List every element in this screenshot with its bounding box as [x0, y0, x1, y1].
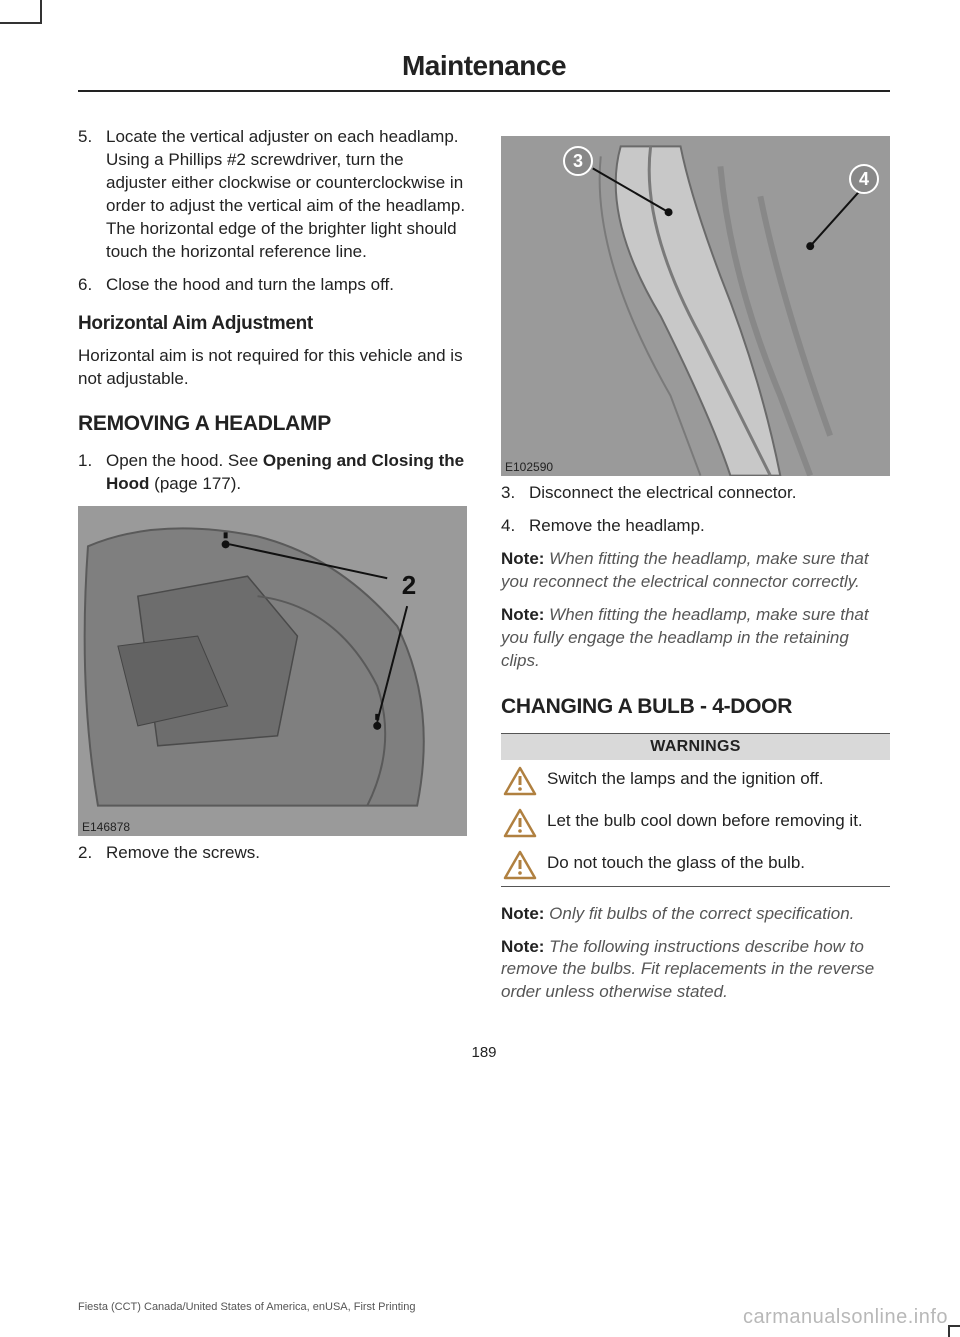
footer-right: carmanualsonline.info	[743, 1306, 948, 1329]
note-1: Note: When fitting the headlamp, make su…	[501, 548, 890, 594]
steps-a: 5. Locate the vertical adjuster on each …	[78, 126, 467, 297]
step-num: 6.	[78, 274, 106, 297]
step-3: 3. Disconnect the electrical connector.	[501, 482, 890, 505]
steps-remove-2: 2. Remove the screws.	[78, 842, 467, 865]
note-3: Note: Only fit bulbs of the correct spec…	[501, 903, 890, 926]
step-num: 5.	[78, 126, 106, 264]
heading-removing: REMOVING A HEADLAMP	[78, 412, 467, 436]
warning-text: Let the bulb cool down before removing i…	[547, 808, 863, 832]
step-text: Remove the screws.	[106, 842, 260, 865]
left-column: 5. Locate the vertical adjuster on each …	[78, 126, 467, 1014]
warnings-box: WARNINGS Switch the lamps and the igniti…	[501, 733, 890, 887]
columns: 5. Locate the vertical adjuster on each …	[78, 126, 890, 1014]
warning-row: Do not touch the glass of the bulb.	[501, 844, 890, 886]
step-text: Remove the headlamp.	[529, 515, 705, 538]
warning-icon	[503, 766, 537, 796]
note-text: When fitting the headlamp, make sure tha…	[501, 549, 869, 591]
callout-4: 4	[849, 164, 879, 194]
para-horizontal: Horizontal aim is not required for this …	[78, 345, 467, 391]
steps-remove: 1. Open the hood. See Opening and Closin…	[78, 450, 467, 496]
step-text: Open the hood. See Opening and Closing t…	[106, 450, 467, 496]
step-4: 4. Remove the headlamp.	[501, 515, 890, 538]
note-label: Note:	[501, 605, 544, 624]
step-5: 5. Locate the vertical adjuster on each …	[78, 126, 467, 264]
warning-row: Let the bulb cool down before removing i…	[501, 802, 890, 844]
text-post: (page 177).	[149, 474, 241, 493]
step-num: 2.	[78, 842, 106, 865]
warning-icon	[503, 808, 537, 838]
crop-mark-br	[948, 1325, 960, 1337]
warning-text: Do not touch the glass of the bulb.	[547, 850, 805, 874]
step-2: 2. Remove the screws.	[78, 842, 467, 865]
figure-2: 3 4 E102590	[501, 136, 890, 476]
page: Maintenance 5. Locate the vertical adjus…	[0, 0, 960, 1101]
crop-mark-tl	[0, 0, 42, 24]
figure-1-code: E146878	[82, 820, 130, 834]
step-6: 6. Close the hood and turn the lamps off…	[78, 274, 467, 297]
step-text: Locate the vertical adjuster on each hea…	[106, 126, 467, 264]
note-text: Only fit bulbs of the correct specificat…	[544, 904, 854, 923]
warning-text: Switch the lamps and the ignition off.	[547, 766, 824, 790]
step-text: Disconnect the electrical connector.	[529, 482, 796, 505]
step-text: Close the hood and turn the lamps off.	[106, 274, 394, 297]
note-text: The following instructions describe how …	[501, 937, 874, 1002]
warning-row: Switch the lamps and the ignition off.	[501, 760, 890, 802]
step-num: 4.	[501, 515, 529, 538]
note-label: Note:	[501, 904, 544, 923]
page-number: 189	[78, 1044, 890, 1061]
figure-2-svg	[501, 136, 890, 476]
figure-1-svg	[78, 506, 467, 836]
heading-horizontal: Horizontal Aim Adjustment	[78, 313, 467, 335]
figure-2-code: E102590	[505, 460, 553, 474]
callout-3: 3	[563, 146, 593, 176]
warnings-title: WARNINGS	[501, 734, 890, 760]
note-text: When fitting the headlamp, make sure tha…	[501, 605, 869, 670]
step-num: 1.	[78, 450, 106, 496]
warning-icon	[503, 850, 537, 880]
steps-b: 3. Disconnect the electrical connector. …	[501, 482, 890, 538]
step-num: 3.	[501, 482, 529, 505]
step-1: 1. Open the hood. See Opening and Closin…	[78, 450, 467, 496]
note-label: Note:	[501, 549, 544, 568]
note-4: Note: The following instructions describ…	[501, 936, 890, 1005]
right-column: 3 4 E102590 3. Disconnect the electrical…	[501, 126, 890, 1014]
page-title: Maintenance	[78, 50, 890, 92]
heading-bulb: CHANGING A BULB - 4-DOOR	[501, 695, 890, 719]
text-pre: Open the hood. See	[106, 451, 263, 470]
note-2: Note: When fitting the headlamp, make su…	[501, 604, 890, 673]
note-label: Note:	[501, 937, 544, 956]
footer-left: Fiesta (CCT) Canada/United States of Ame…	[78, 1301, 415, 1313]
figure-1: 2 E146878	[78, 506, 467, 836]
